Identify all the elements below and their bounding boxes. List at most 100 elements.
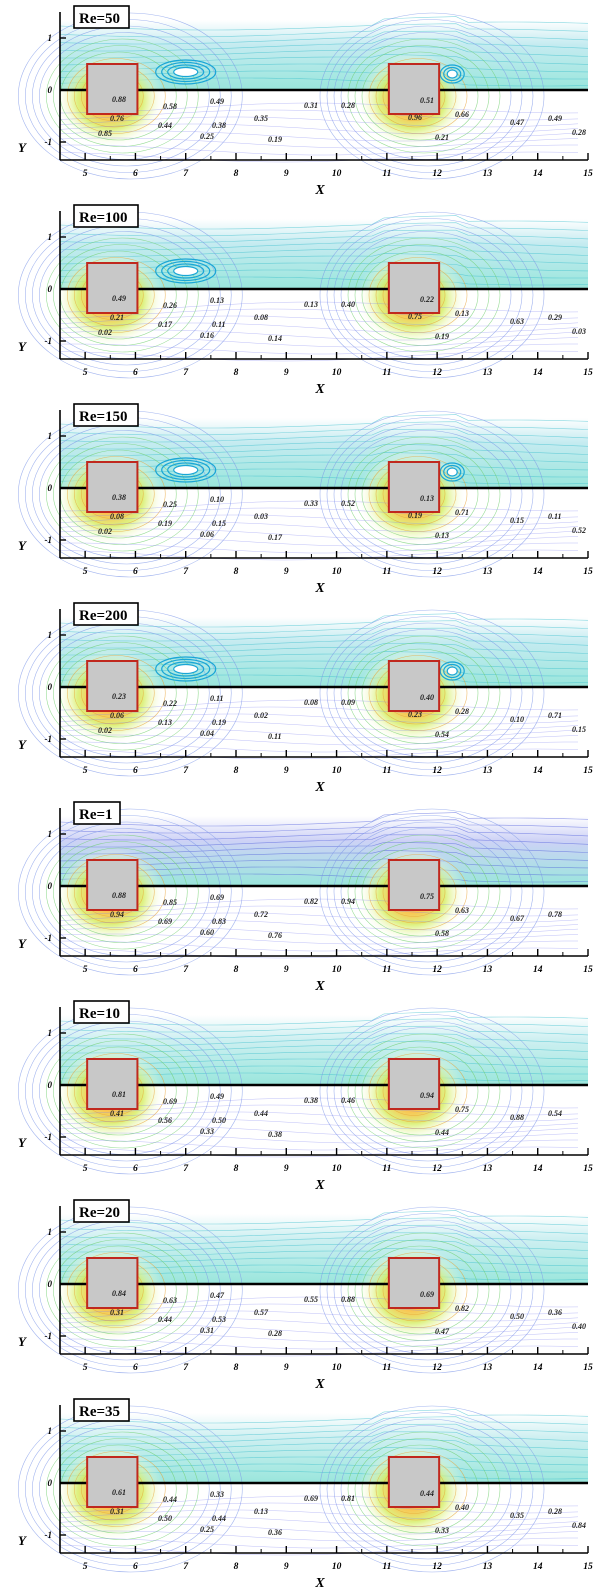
x-tick-label: 7 [183, 1164, 189, 1174]
contour-value-label: 0.94 [341, 897, 355, 906]
contour-value-label: 0.06 [200, 530, 214, 539]
contour-line [31, 821, 221, 963]
contour-value-label: 0.21 [435, 133, 449, 142]
recirculation-eddy [167, 462, 205, 478]
contour-value-label: 0.13 [210, 296, 224, 305]
contour-value-label: 0.03 [572, 327, 586, 336]
contour-line [347, 1431, 501, 1547]
contour-line [319, 808, 545, 976]
contour-value-label: 0.28 [455, 707, 469, 716]
contour-line [347, 834, 501, 950]
panel-re-10: 0.81 0.69 0.49 0.38 0.46 0.94 0.75 0.88 0.54 0.41… [17, 1000, 593, 1193]
recirculation-eddy [173, 464, 199, 476]
y-tick-label: 0 [48, 881, 53, 891]
obstacle-block-2 [387, 660, 441, 712]
x-tick-label: 11 [382, 766, 391, 776]
contour-value-label: 0.75 [420, 892, 434, 901]
contour-line [333, 25, 523, 167]
streamline [59, 436, 589, 450]
contour-line [52, 841, 188, 943]
contour-line [52, 1040, 188, 1142]
contour-line [333, 1020, 523, 1162]
reynolds-label: Re=1 [79, 807, 113, 823]
x-tick-label: 12 [432, 169, 442, 179]
streamline [59, 1132, 579, 1144]
streamline [59, 613, 589, 628]
contour-value-label: 0.13 [435, 531, 449, 540]
recirculation-eddy [161, 658, 211, 680]
recirculation-eddy [155, 59, 217, 85]
x-tick-label: 6 [133, 1363, 138, 1373]
streamline [59, 1317, 579, 1329]
contour-line [333, 1219, 523, 1361]
contour-value-label: 0.47 [210, 1291, 225, 1300]
contour-line [319, 211, 545, 379]
streamline [59, 123, 579, 135]
streamline [59, 109, 579, 121]
streamline [59, 245, 589, 258]
y-axis-label: Y [18, 936, 27, 951]
contour-line [333, 224, 523, 366]
x-tick-label: 6 [133, 965, 138, 975]
contour-value-label: 0.36 [548, 1308, 562, 1317]
streamline [59, 507, 579, 519]
recirculation-eddy [167, 661, 205, 677]
contour-value-label: 0.44 [158, 1315, 172, 1324]
reynolds-label-box [73, 1398, 130, 1422]
contour-value-label: 0.75 [455, 1105, 469, 1114]
contour-value-label: 0.72 [254, 910, 268, 919]
streamline [59, 137, 579, 149]
obstacle-block-2 [387, 1456, 441, 1508]
contour-value-label: 0.29 [548, 313, 562, 322]
contour-line [319, 1206, 545, 1374]
streamline [59, 1240, 589, 1253]
contour-line [361, 1046, 479, 1136]
contour-value-label: 0.49 [112, 294, 126, 303]
contour-value-label: 0.49 [210, 97, 224, 106]
contour-value-label: 0.31 [110, 1507, 124, 1516]
streamline [59, 842, 589, 855]
streamline [59, 514, 579, 526]
y-tick-label: -1 [45, 933, 53, 943]
y-tick-label: -1 [45, 535, 53, 545]
reynolds-label: Re=10 [79, 1006, 120, 1022]
contour-value-label: 0.19 [408, 511, 422, 520]
streamline [59, 428, 589, 443]
recirculation-eddy [161, 61, 211, 83]
contour-value-label: 0.44 [212, 1514, 226, 1523]
streamline [59, 1523, 579, 1535]
contour-value-label: 0.11 [210, 694, 224, 703]
x-tick-label: 10 [332, 368, 342, 378]
reynolds-label-box [73, 801, 121, 825]
panel-re-35: 0.61 0.44 0.33 0.69 0.81 0.44 0.40 0.35 0.28 0.31… [17, 1398, 593, 1591]
streamline [59, 1033, 589, 1047]
contour-value-label: 0.13 [420, 494, 434, 503]
streamline [59, 706, 579, 718]
contour-value-label: 0.40 [455, 1503, 469, 1512]
x-tick-label: 13 [483, 1562, 493, 1572]
x-tick-label: 12 [432, 1363, 442, 1373]
streamline [59, 1146, 579, 1158]
obstacle-block-1 [86, 461, 139, 513]
streamline [59, 1232, 589, 1246]
panel-re-150: 0.38 0.25 0.10 0.33 0.52 0.13 0.71 0.15 0.11 0.08… [17, 403, 593, 596]
contour-line [52, 1239, 188, 1341]
reynolds-label-box [73, 5, 130, 29]
streamline [59, 16, 589, 31]
contour-value-label: 0.44 [163, 1495, 177, 1504]
contour-line [45, 635, 199, 751]
obstacle-block-2 [387, 1257, 441, 1309]
contour-line [52, 642, 188, 744]
contour-value-label: 0.50 [510, 1312, 524, 1321]
obstacle-block-2 [387, 63, 441, 115]
contour-value-label: 0.52 [572, 526, 586, 535]
streamline [59, 1345, 579, 1357]
contour-value-label: 0.15 [572, 725, 586, 734]
contour-value-label: 0.13 [304, 300, 318, 309]
contour-value-label: 0.49 [548, 114, 562, 123]
obstacle-block-1 [86, 859, 139, 911]
x-tick-label: 15 [583, 766, 593, 776]
contour-line [52, 45, 188, 147]
streamline [59, 1025, 589, 1040]
